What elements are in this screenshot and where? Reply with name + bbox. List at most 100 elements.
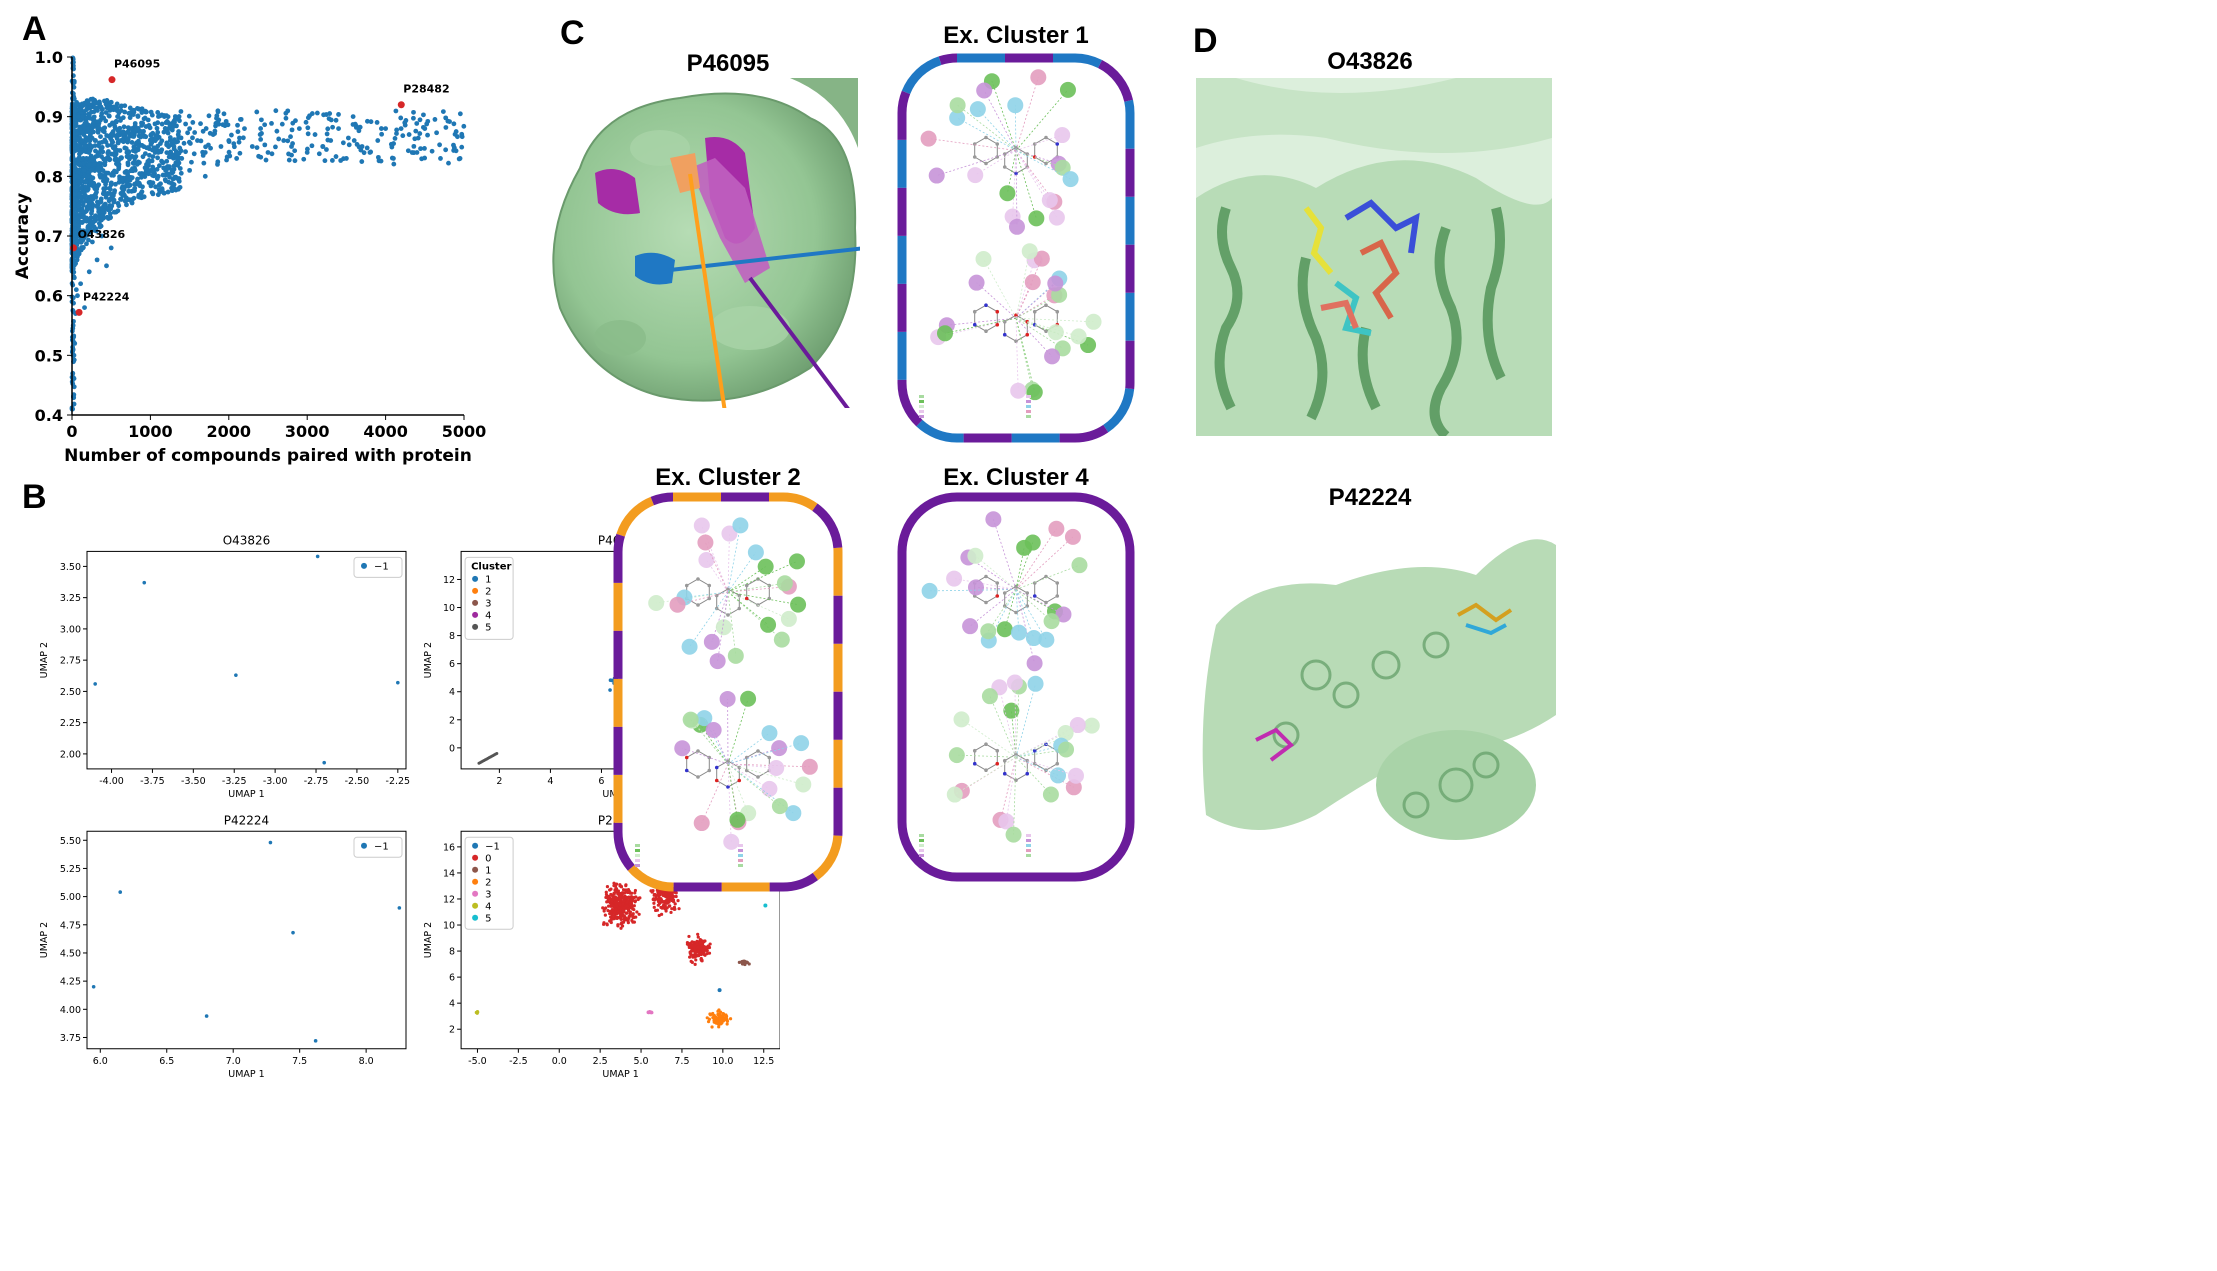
legend-swatch (1026, 849, 1031, 852)
residue (732, 517, 749, 534)
data-point (122, 103, 128, 109)
umap-point (475, 1010, 480, 1014)
umap-point (611, 897, 615, 901)
residue (1064, 528, 1081, 545)
legend-marker (472, 587, 479, 594)
umap-point (689, 959, 693, 963)
y-tick-label: 3.00 (60, 624, 81, 635)
interaction-line (1015, 318, 1019, 391)
interaction-line (1015, 749, 1067, 758)
data-point (103, 110, 109, 115)
x-tick-label: 4000 (363, 422, 408, 441)
residue (999, 185, 1016, 202)
data-point (159, 112, 165, 118)
umap-point (633, 891, 637, 895)
highlight-point (108, 76, 116, 84)
data-point (258, 137, 264, 142)
highlight-point (75, 308, 83, 316)
residue (729, 811, 746, 828)
legend-box (353, 836, 403, 858)
data-point (101, 186, 107, 192)
data-point (361, 150, 367, 156)
data-point (121, 124, 127, 130)
data-point (97, 173, 103, 179)
data-point (198, 121, 203, 127)
umap-point (664, 898, 669, 903)
y-tick-label: 4.75 (60, 920, 81, 931)
data-point (111, 104, 117, 110)
legend-marker (361, 842, 367, 849)
y-tick-label: 14 (443, 868, 455, 879)
data-point (262, 122, 268, 128)
residue (1038, 631, 1055, 648)
y-tick-label: 4.00 (60, 1005, 81, 1016)
umap-point (663, 904, 667, 908)
data-point (73, 108, 79, 114)
x-tick-label: 5.0 (633, 1056, 648, 1067)
atom (726, 759, 730, 763)
interaction-line (983, 258, 1017, 319)
data-point (414, 150, 420, 155)
cluster-border (613, 492, 843, 892)
umap-point (698, 941, 702, 945)
y-tick-label: 3.50 (60, 562, 81, 573)
data-point (316, 151, 322, 157)
residue (761, 780, 778, 797)
data-point (129, 131, 135, 137)
umap-point (710, 1025, 714, 1029)
umap-point (606, 908, 610, 913)
data-point (118, 155, 124, 161)
data-point (118, 116, 124, 122)
data-point (103, 194, 109, 200)
umap-point (268, 840, 273, 845)
interaction-line (727, 552, 757, 593)
data-point (177, 145, 183, 151)
data-point (86, 201, 92, 207)
data-point (459, 144, 465, 150)
data-point (75, 170, 81, 175)
data-point (171, 144, 177, 149)
data-point (78, 281, 84, 287)
data-point (126, 188, 132, 194)
residue (1047, 324, 1064, 341)
residue (976, 82, 993, 99)
umap-point (685, 942, 690, 946)
interaction-line (961, 756, 1017, 792)
legend-swatch (1026, 410, 1031, 413)
residue (1006, 674, 1023, 691)
atom (1014, 339, 1018, 344)
data-point (293, 118, 298, 124)
ligand-structure (684, 749, 772, 789)
data-point (154, 125, 160, 131)
data-point (274, 128, 280, 134)
residue (1026, 655, 1043, 672)
data-point (75, 114, 81, 120)
interaction-line (1015, 294, 1060, 319)
data-point (79, 220, 85, 225)
interaction-line (727, 698, 749, 765)
y-tick-label: 0.5 (35, 346, 63, 365)
umap-point (728, 1017, 733, 1021)
data-point (242, 126, 247, 131)
legend-swatch (1026, 839, 1031, 842)
data-point (338, 158, 344, 163)
atom (1002, 591, 1007, 595)
atom (1055, 581, 1060, 585)
y-tick-label: 0.6 (35, 287, 63, 306)
y-tick-label: 12 (443, 894, 455, 905)
residue (967, 579, 984, 596)
residue (1069, 717, 1086, 734)
x-tick-label: 2 (496, 776, 502, 787)
data-point (177, 166, 183, 171)
data-point (71, 352, 77, 358)
data-point (74, 145, 80, 151)
data-point (305, 131, 311, 137)
data-point (85, 187, 90, 193)
legend-swatch (919, 400, 924, 403)
data-point (111, 209, 117, 215)
atom (995, 581, 1000, 585)
data-point (187, 141, 193, 146)
data-point (322, 158, 328, 164)
data-point (70, 154, 76, 160)
umap-point (625, 888, 629, 893)
